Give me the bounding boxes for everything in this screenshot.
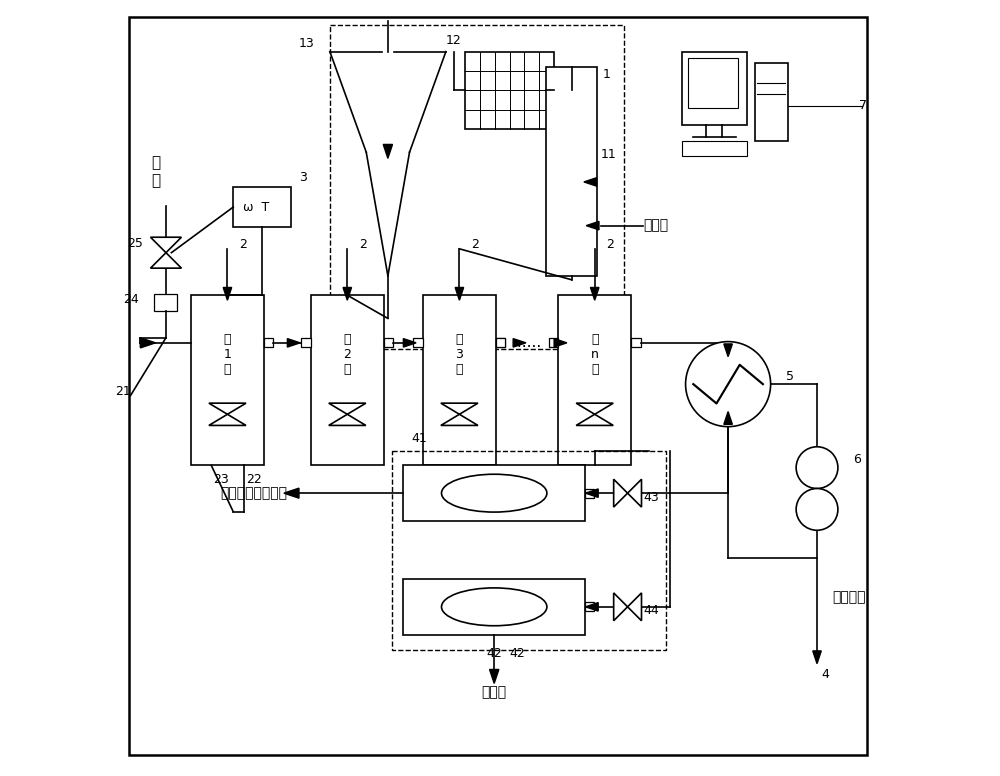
Polygon shape (140, 338, 153, 347)
Polygon shape (585, 603, 598, 611)
Text: 42: 42 (510, 647, 525, 660)
Text: 2: 2 (359, 238, 367, 251)
Bar (403, 466, 585, 521)
Text: 第
1
级: 第 1 级 (224, 333, 231, 376)
Polygon shape (441, 404, 478, 414)
Bar (191, 295, 264, 466)
Text: 6: 6 (853, 453, 861, 466)
Text: 3: 3 (299, 171, 307, 184)
Polygon shape (614, 480, 628, 507)
Text: 第
3
级: 第 3 级 (455, 333, 463, 376)
Polygon shape (813, 651, 821, 663)
Polygon shape (343, 287, 352, 300)
Polygon shape (628, 480, 641, 507)
Bar (233, 187, 291, 227)
Polygon shape (614, 593, 628, 621)
Bar (585, 489, 594, 497)
Polygon shape (490, 670, 499, 684)
Polygon shape (151, 237, 181, 253)
Text: 蒸
汽: 蒸 汽 (151, 155, 160, 188)
Circle shape (796, 447, 838, 489)
Text: 22: 22 (246, 473, 262, 486)
Circle shape (796, 489, 838, 530)
Polygon shape (403, 338, 416, 347)
Bar (682, 140, 747, 156)
Bar (264, 338, 273, 348)
Circle shape (686, 341, 771, 427)
Text: 41: 41 (411, 431, 427, 445)
Bar (330, 25, 624, 349)
Bar (755, 64, 788, 140)
Text: 43: 43 (643, 490, 659, 504)
Text: 1: 1 (602, 68, 610, 81)
Polygon shape (585, 489, 598, 497)
Polygon shape (140, 338, 156, 348)
Text: 硫酸钡: 硫酸钡 (482, 686, 507, 700)
Bar (496, 338, 505, 348)
Bar (465, 52, 554, 129)
Bar (546, 67, 597, 276)
Ellipse shape (442, 588, 547, 625)
Polygon shape (724, 411, 732, 424)
Bar (423, 295, 496, 466)
Bar (154, 293, 177, 310)
Polygon shape (724, 344, 732, 357)
Polygon shape (284, 488, 299, 498)
Polygon shape (554, 338, 567, 347)
Text: 第
2
级: 第 2 级 (343, 333, 351, 376)
Text: 23: 23 (213, 473, 229, 486)
Polygon shape (223, 287, 232, 300)
Polygon shape (209, 404, 246, 414)
Polygon shape (513, 338, 526, 347)
Ellipse shape (442, 474, 547, 512)
Polygon shape (584, 178, 597, 186)
Text: 4: 4 (821, 667, 829, 681)
Text: ω  T: ω T (243, 200, 269, 213)
Bar (688, 58, 738, 108)
Text: ......: ...... (512, 335, 542, 350)
Bar (496, 338, 505, 348)
Bar (585, 602, 594, 611)
Polygon shape (455, 287, 464, 300)
Text: 12: 12 (446, 33, 461, 47)
Text: 2: 2 (606, 238, 614, 251)
Bar (403, 579, 585, 635)
Bar (311, 295, 384, 466)
Polygon shape (209, 414, 246, 425)
Text: 42: 42 (486, 647, 502, 660)
Polygon shape (441, 414, 478, 425)
Text: 稀土溶液: 稀土溶液 (832, 590, 866, 604)
Polygon shape (329, 414, 366, 425)
Bar (549, 338, 558, 348)
Text: 13: 13 (299, 37, 314, 50)
Text: 低硫酸根稀土溶液: 低硫酸根稀土溶液 (220, 486, 287, 501)
Text: 25: 25 (127, 237, 143, 250)
Text: 24: 24 (123, 293, 139, 307)
Text: 2: 2 (239, 238, 247, 251)
Text: 44: 44 (643, 605, 659, 617)
Polygon shape (628, 593, 641, 621)
Bar (392, 452, 666, 650)
Text: 21: 21 (115, 386, 130, 398)
Text: 氯化钡: 氯化钡 (643, 219, 668, 233)
Text: 5: 5 (786, 370, 794, 383)
Text: 7: 7 (859, 99, 867, 113)
Polygon shape (287, 338, 300, 347)
Polygon shape (576, 404, 613, 414)
Text: 2: 2 (471, 238, 479, 251)
Polygon shape (383, 144, 393, 158)
Polygon shape (590, 287, 599, 300)
Polygon shape (576, 414, 613, 425)
Polygon shape (586, 221, 599, 230)
Text: 第
n
级: 第 n 级 (591, 333, 599, 376)
Bar (384, 338, 393, 348)
Bar (558, 295, 631, 466)
Bar (301, 338, 311, 348)
Bar (413, 338, 423, 348)
Text: 11: 11 (601, 148, 616, 161)
Bar (631, 338, 641, 348)
Polygon shape (151, 253, 181, 268)
Bar (682, 52, 747, 125)
Polygon shape (329, 404, 366, 414)
